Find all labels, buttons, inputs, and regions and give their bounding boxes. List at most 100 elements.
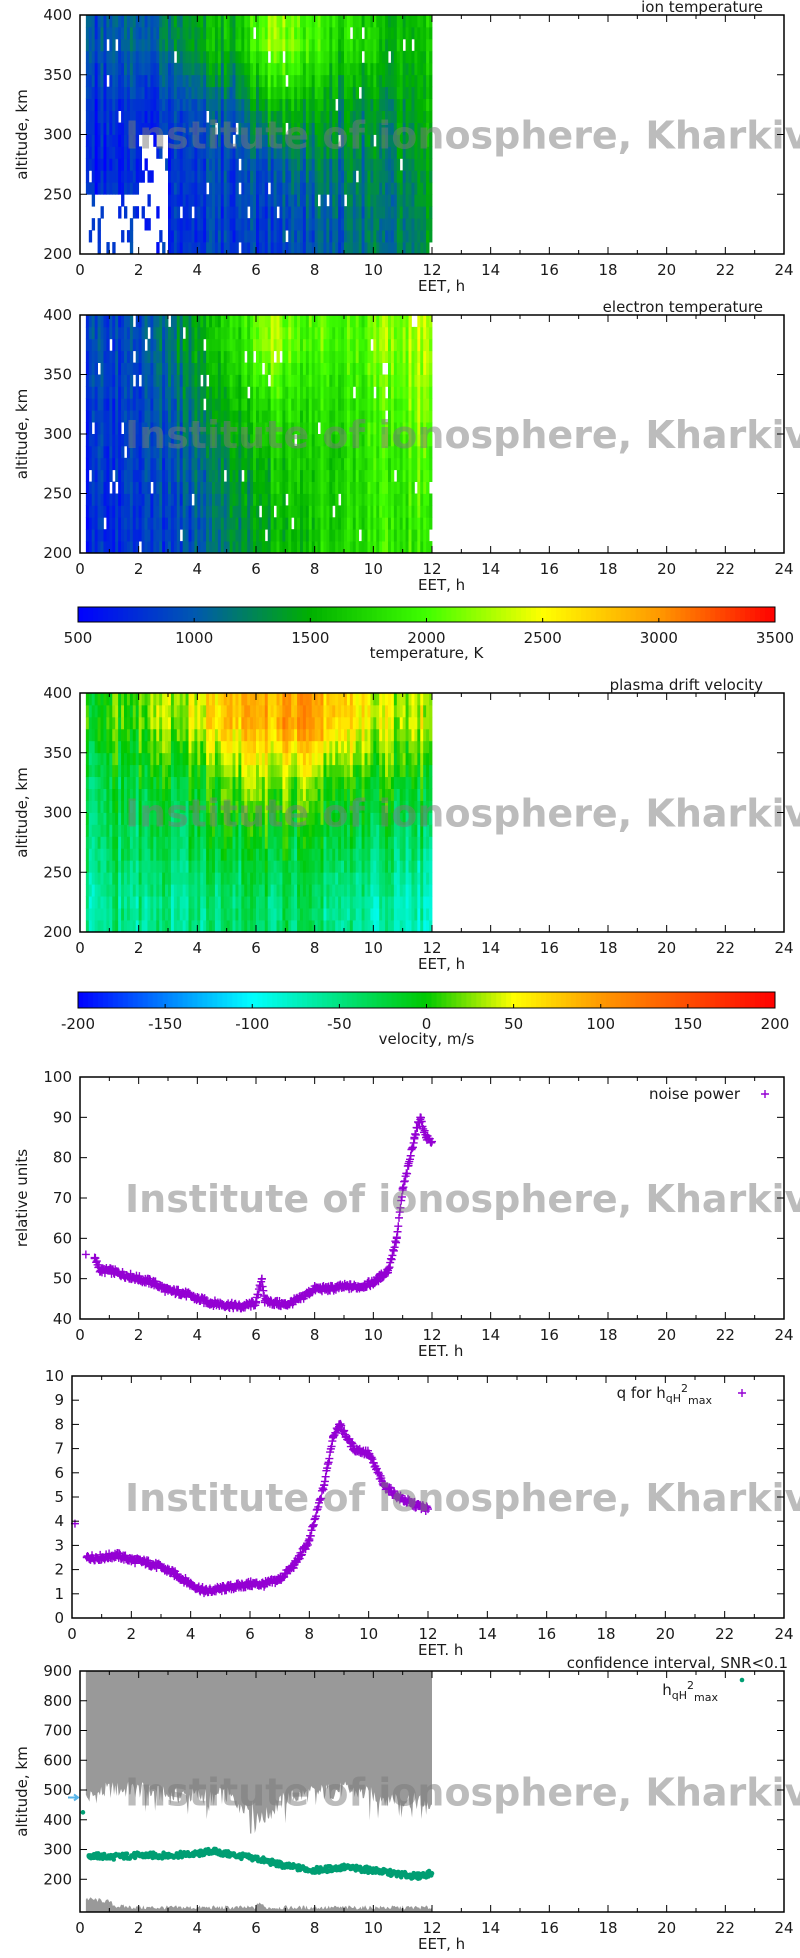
heatmap-cell [411,434,415,447]
heatmap-cell [147,86,151,100]
heatmap-cell [267,242,272,255]
heatmap-cell [294,517,298,530]
heatmap-cell [267,26,272,40]
heatmap-cell [156,315,160,328]
heatmap-cell [100,493,104,506]
heatmap-cell [170,146,175,159]
heatmap-cell [126,338,131,352]
heatmap-cell [223,505,228,518]
heatmap-cell [370,326,374,340]
heatmap-cell [241,481,245,494]
heatmap-cell [426,326,430,340]
heatmap-cell [121,824,125,837]
heatmap-cell [361,457,365,471]
heatmap-cell [141,38,145,52]
heatmap-cell [156,98,160,111]
heatmap-cell [426,469,430,482]
heatmap-cell [358,338,362,352]
heatmap-cell [88,872,93,885]
heatmap-cell [329,469,333,482]
heatmap-cell [232,218,236,231]
heatmap-cell [121,98,125,111]
heatmap-cell [250,422,254,435]
heatmap-cell [247,493,251,506]
heatmap-cell [420,146,424,159]
heatmap-cell [197,338,201,352]
heatmap-cell [165,410,169,423]
heatmap-cell [282,242,286,255]
heatmap-cell [223,457,228,471]
heatmap-cell [229,529,233,542]
heatmap-cell [247,434,251,447]
heatmap-cell [150,541,154,554]
heatmap-cell [414,110,418,123]
heatmap-cell [423,26,427,40]
heatmap-cell [197,230,201,243]
heatmap-cell [141,517,145,530]
heatmap-cell [408,194,412,207]
heatmap-cell [352,15,357,28]
heatmap-cell [129,98,134,111]
heatmap-cell [361,326,365,340]
heatmap-cell [417,315,421,328]
heatmap-cell [376,98,380,111]
heatmap-cell [279,434,283,447]
heatmap-cell [138,338,142,352]
heatmap-cell [217,206,222,219]
heatmap-cell [379,457,383,471]
heatmap-cell [320,134,324,147]
heatmap-cell [217,50,222,64]
heatmap-cell [294,62,298,76]
heatmap-cell [200,529,204,542]
heatmap-cell [244,374,248,387]
heatmap-cell [382,434,386,447]
heatmap-cell [276,315,280,328]
heatmap-cell [376,434,380,447]
heatmap-cell [338,338,342,352]
heatmap-cell [294,457,298,471]
heatmap-cell [379,493,383,506]
heatmap-cell [297,434,301,447]
heatmap-cell [420,182,424,195]
heatmap-cell [132,122,137,135]
heatmap-cell [162,122,166,135]
heatmap-cell [314,218,318,231]
heatmap-cell [367,315,371,328]
heatmap-cell [355,457,360,471]
heatmap-cell [168,86,172,100]
heatmap-cell [282,386,286,399]
heatmap-cell [235,386,239,399]
heatmap-cell [346,170,351,183]
heatmap-cell [85,884,90,897]
heatmap-cell [320,422,324,435]
heatmap-cell [176,230,181,243]
heatmap-cell [165,62,169,76]
heatmap-cell [302,134,307,147]
heatmap-cell [112,836,116,849]
heatmap-cell [135,110,140,123]
heatmap-cell [191,86,195,100]
heatmap-cell [194,15,198,28]
heatmap-cell [168,38,172,52]
heatmap-cell [399,62,404,76]
heatmap-cell [264,182,269,195]
heatmap-cell [294,194,298,207]
heatmap-cell [399,134,404,147]
heatmap-cell [182,134,186,147]
heatmap-cell [423,98,427,111]
heatmap-cell [112,422,116,435]
heatmap-cell [217,86,222,100]
heatmap-cell [214,338,219,352]
heatmap-cell [417,206,421,219]
heatmap-cell [355,386,360,399]
heatmap-cell [88,764,93,778]
heatmap-cell [335,194,339,207]
heatmap-cell [115,122,119,135]
heatmap-cell [124,704,128,718]
heatmap-cell [135,716,140,730]
heatmap-cell [144,434,148,447]
heatmap-cell [323,26,327,40]
heatmap-cell [165,541,169,554]
heatmap-cell [408,362,412,375]
heatmap-cell [402,445,406,459]
